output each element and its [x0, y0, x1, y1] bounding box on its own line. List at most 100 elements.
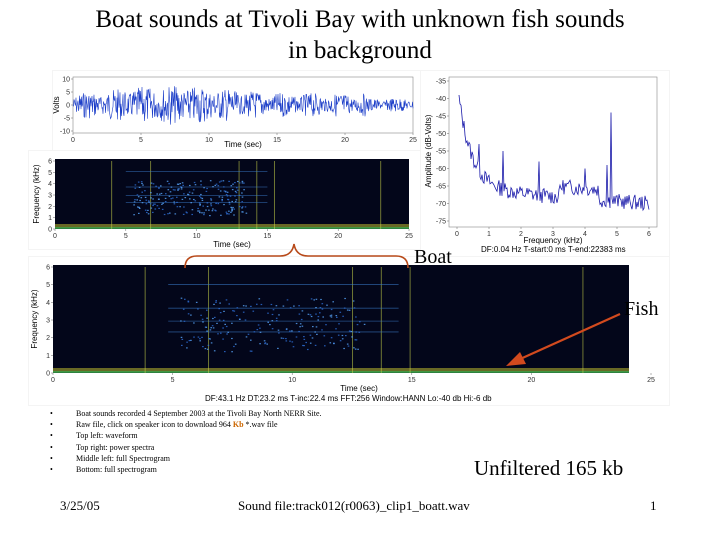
energy-speck	[210, 203, 212, 205]
energy-speck	[267, 312, 269, 314]
energy-speck	[215, 300, 217, 302]
power-spectrum-panel: -35 -40 -45 -50 -55 -60 -65 -70 -75 0 1 2 3 4 5 6 Ampl…	[420, 70, 670, 257]
energy-speck	[303, 345, 305, 347]
energy-speck	[301, 325, 304, 327]
energy-speck	[133, 204, 135, 206]
energy-speck	[133, 214, 135, 216]
energy-speck	[225, 299, 228, 301]
energy-speck	[198, 210, 201, 212]
energy-speck	[205, 326, 208, 328]
energy-speck	[138, 206, 140, 208]
energy-speck	[137, 181, 140, 183]
power-spectrum-y-label: Amplitude (dB-Volts)	[424, 114, 433, 187]
y-tick-label: 4	[46, 300, 50, 307]
bullet-raw-size-link[interactable]: Kb	[232, 420, 244, 430]
y-tick-label: 2	[48, 204, 52, 211]
energy-speck	[147, 213, 150, 215]
energy-speck	[219, 190, 222, 192]
x-tick-label: 25	[409, 137, 417, 144]
y-tick-label: 5	[46, 282, 50, 289]
energy-speck	[226, 333, 228, 335]
energy-speck	[217, 185, 220, 187]
energy-speck	[232, 206, 234, 209]
bullet-text: Boat sounds recorded 4 September 2003 at…	[76, 409, 322, 418]
energy-speck	[136, 194, 139, 196]
energy-speck	[190, 314, 192, 316]
energy-speck	[275, 320, 278, 322]
energy-speck	[156, 193, 158, 195]
energy-speck	[272, 309, 275, 311]
bullet-text: Bottom: full spectrogram	[76, 465, 157, 475]
bullet-item: • Top left: waveform	[50, 430, 322, 441]
energy-speck	[339, 340, 342, 342]
energy-speck	[193, 181, 196, 184]
energy-speck	[358, 331, 361, 333]
energy-speck	[197, 336, 200, 338]
energy-speck	[191, 213, 193, 216]
y-tick-label: 5	[48, 170, 52, 177]
energy-speck	[299, 326, 301, 328]
energy-speck	[160, 192, 163, 195]
energy-speck	[191, 192, 194, 194]
footer-page-number: 1	[650, 498, 657, 513]
energy-speck	[215, 183, 218, 185]
energy-speck	[160, 185, 162, 187]
spectrogram-full-y-ticks: 6 5 4 3 2 1 0	[46, 265, 53, 378]
fish-label: Fish	[624, 298, 659, 320]
energy-speck	[192, 189, 195, 191]
spectrogram-full-x-ticks: 0 5 10 15 20 25	[51, 373, 655, 384]
energy-speck	[285, 338, 287, 340]
slide-title-line1: Boat sounds at Tivoli Bay with unknown f…	[95, 6, 625, 33]
energy-speck	[245, 336, 248, 338]
energy-speck	[203, 187, 205, 189]
waveform-y-ticks: 10 5 0 -5 -10	[60, 77, 73, 136]
energy-speck	[200, 180, 202, 182]
energy-speck	[275, 305, 278, 307]
energy-speck	[200, 184, 202, 186]
bullet-item: • Bottom: full spectrogram	[50, 464, 322, 475]
energy-speck	[180, 320, 182, 322]
energy-speck	[152, 211, 154, 213]
energy-speck	[212, 317, 214, 320]
energy-speck	[193, 198, 195, 201]
energy-speck	[166, 180, 169, 182]
energy-speck	[201, 199, 204, 201]
energy-speck	[217, 333, 219, 335]
energy-speck	[206, 187, 208, 190]
energy-speck	[198, 202, 201, 204]
spectrogram-full-x-label: Time (sec)	[340, 384, 378, 393]
spectrogram-small-x-label: Time (sec)	[213, 240, 251, 249]
energy-speck	[231, 337, 233, 340]
power-spectrum-x-ticks: 0 1 2 3 4 5 6	[455, 227, 651, 238]
energy-speck	[161, 208, 164, 210]
energy-speck	[161, 203, 163, 205]
energy-speck	[329, 342, 332, 344]
energy-speck	[197, 207, 199, 210]
energy-speck	[213, 350, 216, 352]
energy-speck	[208, 209, 210, 211]
waveform-plot: 10 5 0 -5 -10 0 5 10 15 20 25 Volts Time (sec)	[52, 77, 417, 150]
energy-speck	[228, 303, 230, 305]
energy-speck	[158, 207, 160, 209]
energy-speck	[210, 327, 212, 329]
energy-speck	[347, 345, 350, 347]
energy-speck	[230, 211, 232, 213]
bullet-raw-suffix: *.wav file	[243, 420, 278, 430]
energy-speck	[285, 328, 288, 330]
x-tick-label: 0	[71, 137, 75, 144]
energy-speck	[271, 313, 274, 316]
y-tick-label: 6	[48, 159, 52, 166]
energy-speck	[336, 316, 338, 318]
energy-speck	[218, 319, 221, 321]
energy-speck	[269, 324, 271, 326]
energy-speck	[238, 182, 241, 184]
energy-speck	[312, 326, 314, 328]
x-tick-label: 5	[171, 377, 175, 384]
energy-speck	[345, 335, 347, 337]
energy-speck	[163, 213, 166, 216]
energy-speck	[259, 343, 261, 345]
energy-speck	[170, 186, 173, 188]
energy-speck	[228, 203, 231, 205]
energy-speck	[141, 191, 143, 193]
energy-speck	[184, 197, 187, 199]
